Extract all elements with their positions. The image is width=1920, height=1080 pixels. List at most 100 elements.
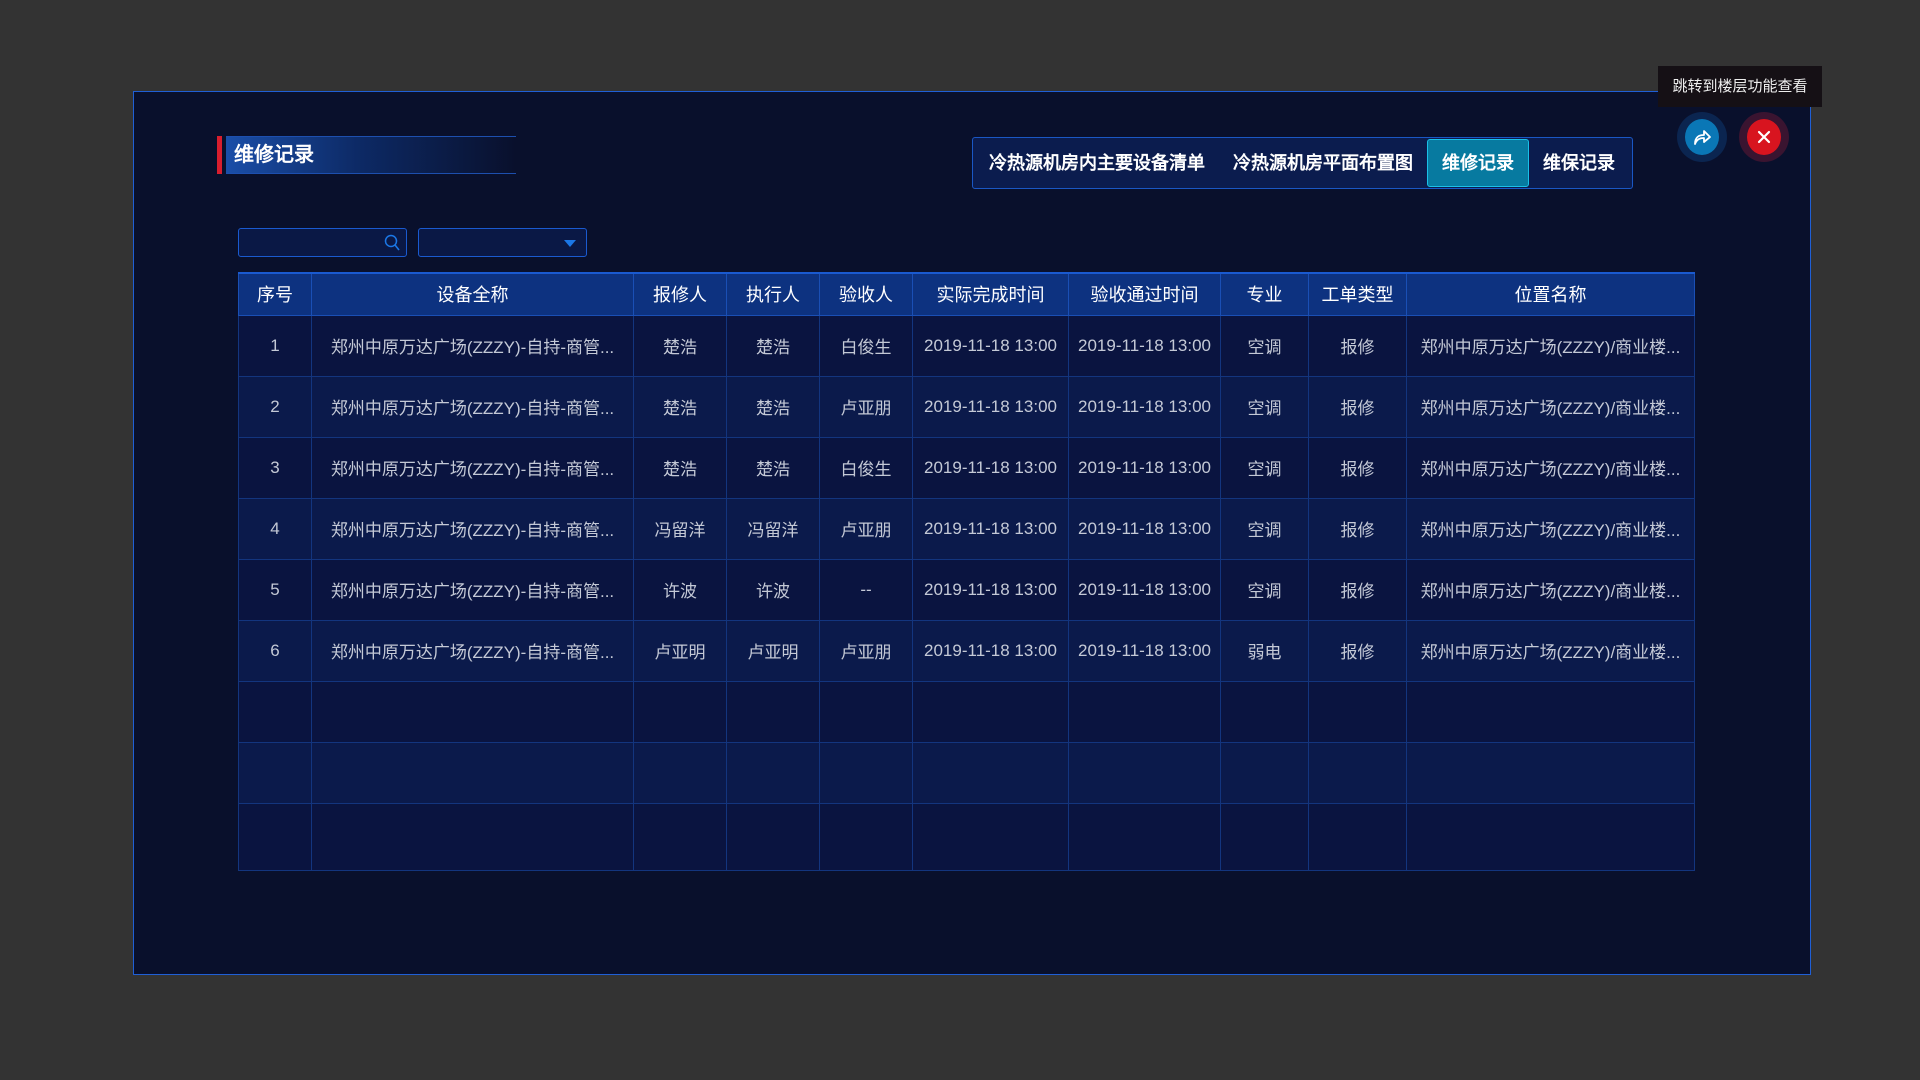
empty-cell — [1220, 680, 1309, 743]
cell-col-acceptance-time: 2019-11-18 13:00 — [1068, 558, 1221, 621]
empty-cell — [819, 802, 913, 871]
cell-col-equipment-name: 郑州中原万达广场(ZZZY)-自持-商管... — [311, 619, 634, 682]
cell-col-equipment-name: 郑州中原万达广场(ZZZY)-自持-商管... — [311, 497, 634, 560]
cell-col-completion-time: 2019-11-18 13:00 — [912, 619, 1069, 682]
empty-cell — [311, 741, 634, 804]
cell-col-completion-time: 2019-11-18 13:00 — [912, 314, 1069, 377]
table-row[interactable]: 2 郑州中原万达广场(ZZZY)-自持-商管... 楚浩 楚浩 卢亚朋 2019-11-1… — [238, 375, 1695, 438]
cell-col-order-type: 报修 — [1308, 558, 1407, 621]
header-col-specialty: 专业 — [1220, 272, 1309, 316]
table-row[interactable]: 6 郑州中原万达广场(ZZZY)-自持-商管... 卢亚明 卢亚明 卢亚朋 2019-11… — [238, 619, 1695, 682]
empty-table-row — [238, 741, 1695, 804]
cell-col-order-type: 报修 — [1308, 619, 1407, 682]
cell-col-index: 6 — [238, 619, 312, 682]
cell-col-specialty: 空调 — [1220, 375, 1309, 438]
empty-cell — [1068, 741, 1221, 804]
header-col-index: 序号 — [238, 272, 312, 316]
cell-col-location: 郑州中原万达广场(ZZZY)/商业楼... — [1406, 497, 1695, 560]
tab-maintenance-records[interactable]: 维保记录 — [1543, 153, 1615, 173]
table-header-row: 序号 设备全称 报修人 执行人 验收人 实际完成时间 验收通过时间 专业 工单类型 位置名称 — [238, 272, 1695, 316]
cell-col-executor: 楚浩 — [726, 314, 820, 377]
empty-cell — [1406, 802, 1695, 871]
empty-cell — [726, 802, 820, 871]
empty-cell — [1308, 680, 1407, 743]
empty-cell — [238, 680, 312, 743]
tab-equipment-list[interactable]: 冷热源机房内主要设备清单 — [989, 153, 1205, 173]
empty-cell — [1406, 680, 1695, 743]
share-arrow-icon — [1685, 119, 1719, 155]
table-row[interactable]: 3 郑州中原万达广场(ZZZY)-自持-商管... 楚浩 楚浩 白俊生 2019-11-1… — [238, 436, 1695, 499]
empty-table-row — [238, 680, 1695, 743]
cell-col-reporter: 楚浩 — [633, 375, 727, 438]
cell-col-location: 郑州中原万达广场(ZZZY)/商业楼... — [1406, 375, 1695, 438]
cell-col-acceptance-time: 2019-11-18 13:00 — [1068, 497, 1221, 560]
empty-cell — [311, 802, 634, 871]
empty-cell — [1220, 802, 1309, 871]
cell-col-executor: 楚浩 — [726, 436, 820, 499]
cell-col-order-type: 报修 — [1308, 314, 1407, 377]
search-icon[interactable] — [384, 234, 400, 257]
cell-col-specialty: 空调 — [1220, 436, 1309, 499]
header-col-acceptor: 验收人 — [819, 272, 913, 316]
cell-col-acceptance-time: 2019-11-18 13:00 — [1068, 436, 1221, 499]
empty-cell — [1308, 741, 1407, 804]
cell-col-index: 4 — [238, 497, 312, 560]
cell-col-acceptor: 卢亚朋 — [819, 619, 913, 682]
section-header: 维修记录 — [217, 136, 516, 174]
cell-col-acceptance-time: 2019-11-18 13:00 — [1068, 375, 1221, 438]
search-input[interactable] — [239, 229, 379, 256]
cell-col-index: 1 — [238, 314, 312, 377]
header-col-acceptance-time: 验收通过时间 — [1068, 272, 1221, 316]
empty-cell — [1068, 802, 1221, 871]
cell-col-executor: 楚浩 — [726, 375, 820, 438]
empty-cell — [238, 802, 312, 871]
jump-to-floor-button[interactable] — [1677, 112, 1727, 162]
tab-repair-records[interactable]: 维修记录 — [1427, 139, 1529, 187]
empty-cell — [1406, 741, 1695, 804]
cell-col-location: 郑州中原万达广场(ZZZY)/商业楼... — [1406, 436, 1695, 499]
page-title: 维修记录 — [226, 136, 516, 174]
cell-col-acceptance-time: 2019-11-18 13:00 — [1068, 314, 1221, 377]
cell-col-completion-time: 2019-11-18 13:00 — [912, 558, 1069, 621]
empty-cell — [238, 741, 312, 804]
cell-col-reporter: 许波 — [633, 558, 727, 621]
cell-col-index: 5 — [238, 558, 312, 621]
table-row[interactable]: 5 郑州中原万达广场(ZZZY)-自持-商管... 许波 许波 -- 2019-11-18… — [238, 558, 1695, 621]
cell-col-acceptance-time: 2019-11-18 13:00 — [1068, 619, 1221, 682]
search-box — [238, 228, 407, 257]
cell-col-acceptor: 卢亚朋 — [819, 497, 913, 560]
tab-floor-plan[interactable]: 冷热源机房平面布置图 — [1233, 153, 1413, 173]
cell-col-equipment-name: 郑州中原万达广场(ZZZY)-自持-商管... — [311, 375, 634, 438]
chevron-down-icon — [564, 240, 576, 247]
table-row[interactable]: 4 郑州中原万达广场(ZZZY)-自持-商管... 冯留洋 冯留洋 卢亚朋 2019-11… — [238, 497, 1695, 560]
cell-col-equipment-name: 郑州中原万达广场(ZZZY)-自持-商管... — [311, 314, 634, 377]
empty-cell — [912, 741, 1069, 804]
header-col-order-type: 工单类型 — [1308, 272, 1407, 316]
header-col-executor: 执行人 — [726, 272, 820, 316]
close-button[interactable] — [1739, 112, 1789, 162]
empty-cell — [633, 741, 727, 804]
empty-cell — [311, 680, 634, 743]
cell-col-order-type: 报修 — [1308, 497, 1407, 560]
cell-col-reporter: 冯留洋 — [633, 497, 727, 560]
cell-col-index: 3 — [238, 436, 312, 499]
cell-col-executor: 冯留洋 — [726, 497, 820, 560]
filter-select[interactable] — [418, 228, 587, 257]
cell-col-reporter: 卢亚明 — [633, 619, 727, 682]
empty-cell — [1308, 802, 1407, 871]
table-row[interactable]: 1 郑州中原万达广场(ZZZY)-自持-商管... 楚浩 楚浩 白俊生 2019-11-1… — [238, 314, 1695, 377]
empty-cell — [912, 680, 1069, 743]
empty-cell — [1068, 680, 1221, 743]
empty-cell — [819, 741, 913, 804]
header-col-reporter: 报修人 — [633, 272, 727, 316]
tab-bar: 冷热源机房内主要设备清单 冷热源机房平面布置图 维修记录 维保记录 — [972, 137, 1633, 189]
cell-col-index: 2 — [238, 375, 312, 438]
empty-cell — [726, 741, 820, 804]
empty-table-row — [238, 802, 1695, 871]
cell-col-executor: 卢亚明 — [726, 619, 820, 682]
cell-col-acceptor: -- — [819, 558, 913, 621]
cell-col-executor: 许波 — [726, 558, 820, 621]
cell-col-location: 郑州中原万达广场(ZZZY)/商业楼... — [1406, 558, 1695, 621]
cell-col-acceptor: 白俊生 — [819, 436, 913, 499]
